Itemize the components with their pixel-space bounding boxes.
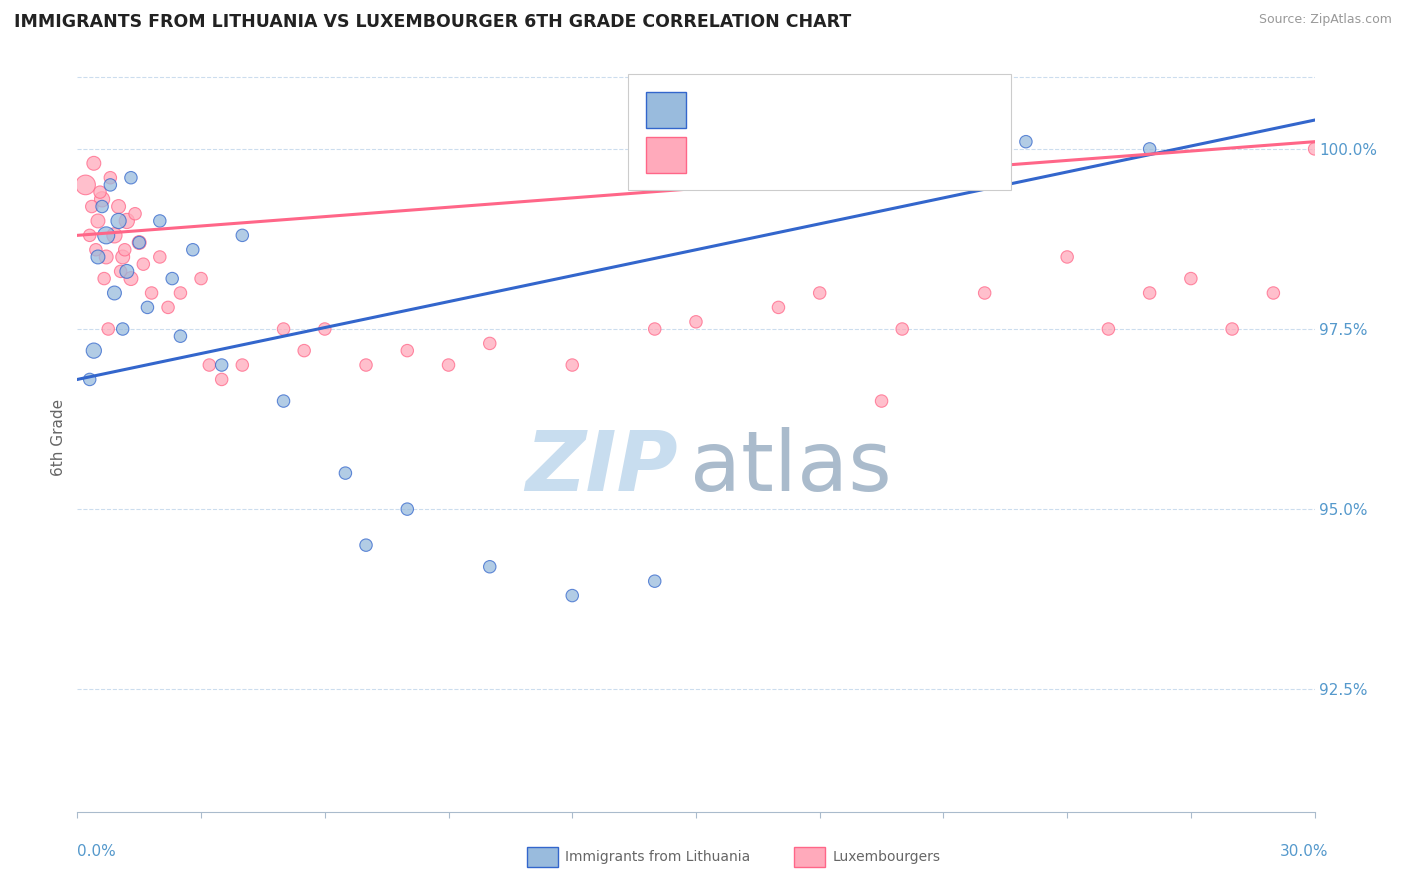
Point [808,285,831,300]
Point [107,214,129,228]
Y-axis label: 6th Grade: 6th Grade [51,399,66,475]
Point [292,343,315,358]
Point [141,285,163,300]
Point [96,228,118,243]
Point [136,301,159,315]
Point [314,322,336,336]
Point [211,358,233,372]
Point [83,343,105,358]
Point [160,271,183,285]
FancyBboxPatch shape [647,93,686,128]
Point [354,358,377,372]
Point [1139,285,1161,300]
Point [644,322,666,336]
FancyBboxPatch shape [647,137,686,173]
Point [768,156,790,170]
Point [1180,271,1202,285]
Point [120,271,142,285]
Text: R = 0.449   N = 30: R = 0.449 N = 30 [699,102,883,120]
Point [83,156,105,170]
Point [169,329,191,343]
Point [114,243,136,257]
Point [124,207,146,221]
Point [273,322,295,336]
Point [120,170,142,185]
Point [115,264,138,278]
Text: Immigrants from Lithuania: Immigrants from Lithuania [565,850,751,864]
Point [107,200,129,214]
Point [97,322,120,336]
Point [132,257,155,271]
FancyBboxPatch shape [628,74,1011,190]
Point [396,343,419,358]
Text: R =  0.127   N = 52: R = 0.127 N = 52 [699,146,889,164]
Text: Source: ZipAtlas.com: Source: ZipAtlas.com [1258,13,1392,27]
Point [91,192,114,206]
Text: IMMIGRANTS FROM LITHUANIA VS LUXEMBOURGER 6TH GRADE CORRELATION CHART: IMMIGRANTS FROM LITHUANIA VS LUXEMBOURGE… [14,13,851,31]
Point [870,394,893,409]
Point [273,394,295,409]
Point [110,264,132,278]
Point [1303,142,1326,156]
Text: Luxembourgers: Luxembourgers [832,850,941,864]
Point [111,322,134,336]
Point [93,271,115,285]
Point [128,235,150,250]
Point [98,170,121,185]
Point [354,538,377,552]
Point [478,336,501,351]
Point [211,372,233,386]
Point [84,243,107,257]
Point [181,243,204,257]
Point [80,200,103,214]
Point [115,214,138,228]
Point [79,228,101,243]
Point [231,228,253,243]
Point [1263,285,1285,300]
Point [478,559,501,574]
Point [685,315,707,329]
Point [561,358,583,372]
Point [891,322,914,336]
Point [103,285,125,300]
Text: ZIP: ZIP [524,426,678,508]
Text: 30.0%: 30.0% [1281,845,1329,859]
Text: 0.0%: 0.0% [77,845,117,859]
Point [103,228,125,243]
Point [1015,135,1038,149]
Point [128,235,150,250]
Point [437,358,460,372]
Point [1220,322,1243,336]
Point [231,358,253,372]
Point [111,250,134,264]
Point [1056,250,1078,264]
Text: atlas: atlas [690,426,891,508]
Point [75,178,97,192]
Point [169,285,191,300]
Point [87,214,110,228]
Point [198,358,221,372]
Point [91,200,114,214]
Point [335,466,357,480]
Point [1139,142,1161,156]
Point [157,301,180,315]
Point [87,250,110,264]
Point [768,301,790,315]
Point [98,178,121,192]
Point [891,170,914,185]
Point [79,372,101,386]
Point [96,250,118,264]
Point [89,185,111,199]
Point [149,214,172,228]
Point [396,502,419,516]
Point [1097,322,1119,336]
Point [190,271,212,285]
Point [149,250,172,264]
Point [973,285,995,300]
Point [644,574,666,589]
Point [561,589,583,603]
